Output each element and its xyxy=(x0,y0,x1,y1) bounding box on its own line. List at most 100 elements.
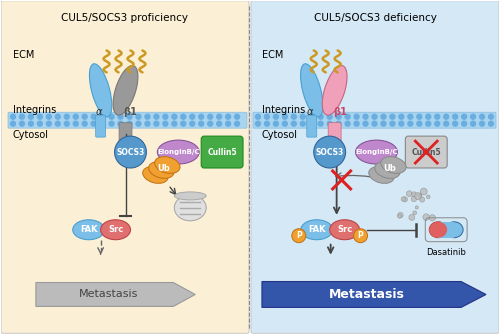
Circle shape xyxy=(171,114,177,120)
Circle shape xyxy=(46,114,52,120)
Circle shape xyxy=(488,121,494,127)
Circle shape xyxy=(479,114,485,120)
Ellipse shape xyxy=(90,64,112,117)
Circle shape xyxy=(470,121,476,127)
Circle shape xyxy=(114,136,146,168)
Circle shape xyxy=(452,121,458,127)
Circle shape xyxy=(412,192,416,197)
Circle shape xyxy=(264,121,270,127)
Text: β1: β1 xyxy=(124,107,138,117)
Ellipse shape xyxy=(158,140,199,164)
Text: Src: Src xyxy=(337,225,352,234)
Circle shape xyxy=(380,114,386,120)
Circle shape xyxy=(290,121,297,127)
Circle shape xyxy=(282,121,288,127)
Circle shape xyxy=(418,193,422,197)
Text: Cullin5: Cullin5 xyxy=(208,147,237,156)
Circle shape xyxy=(398,212,403,218)
Ellipse shape xyxy=(445,222,463,238)
FancyBboxPatch shape xyxy=(8,112,247,128)
Circle shape xyxy=(282,114,288,120)
Ellipse shape xyxy=(154,157,180,174)
Circle shape xyxy=(28,114,34,120)
Circle shape xyxy=(336,121,342,127)
FancyArrow shape xyxy=(36,282,195,307)
Text: Cullin5: Cullin5 xyxy=(412,147,441,156)
Circle shape xyxy=(308,114,315,120)
Ellipse shape xyxy=(301,220,332,240)
Circle shape xyxy=(118,114,124,120)
Circle shape xyxy=(423,214,430,220)
Circle shape xyxy=(413,211,416,215)
Circle shape xyxy=(314,136,346,168)
Circle shape xyxy=(398,214,402,218)
Text: FAK: FAK xyxy=(308,225,326,234)
Circle shape xyxy=(470,114,476,120)
Text: ElonginB/C: ElonginB/C xyxy=(157,149,200,155)
Circle shape xyxy=(434,121,440,127)
Circle shape xyxy=(82,114,88,120)
Text: ElonginB/C: ElonginB/C xyxy=(355,149,398,155)
Text: Integrins: Integrins xyxy=(13,105,56,115)
FancyBboxPatch shape xyxy=(201,136,243,168)
Circle shape xyxy=(108,121,115,127)
Circle shape xyxy=(290,114,297,120)
Circle shape xyxy=(126,121,132,127)
Text: Integrins: Integrins xyxy=(262,105,305,115)
Circle shape xyxy=(411,196,416,202)
Circle shape xyxy=(100,114,106,120)
Circle shape xyxy=(108,114,115,120)
Circle shape xyxy=(292,229,306,243)
Circle shape xyxy=(162,114,168,120)
Ellipse shape xyxy=(322,66,347,115)
Circle shape xyxy=(255,121,261,127)
Circle shape xyxy=(153,121,160,127)
Ellipse shape xyxy=(174,195,206,221)
Circle shape xyxy=(180,114,186,120)
Text: P: P xyxy=(296,231,302,240)
Circle shape xyxy=(354,114,360,120)
Circle shape xyxy=(36,114,43,120)
Text: CUL5/SOCS3 proficiency: CUL5/SOCS3 proficiency xyxy=(61,13,188,23)
Circle shape xyxy=(171,121,177,127)
Circle shape xyxy=(398,121,404,127)
Ellipse shape xyxy=(375,161,400,178)
FancyBboxPatch shape xyxy=(1,1,249,333)
Circle shape xyxy=(416,114,422,120)
Circle shape xyxy=(415,206,418,209)
FancyBboxPatch shape xyxy=(96,115,106,137)
Circle shape xyxy=(380,121,386,127)
Circle shape xyxy=(272,114,279,120)
Ellipse shape xyxy=(300,64,323,117)
Circle shape xyxy=(189,121,196,127)
Circle shape xyxy=(136,114,141,120)
Text: P: P xyxy=(358,231,364,240)
Text: Ub: Ub xyxy=(157,164,170,174)
Circle shape xyxy=(326,114,333,120)
FancyBboxPatch shape xyxy=(119,123,132,155)
Circle shape xyxy=(389,121,396,127)
Circle shape xyxy=(207,121,214,127)
FancyBboxPatch shape xyxy=(253,112,496,128)
Text: Metastasis: Metastasis xyxy=(79,289,138,299)
Circle shape xyxy=(234,121,240,127)
FancyBboxPatch shape xyxy=(307,115,316,137)
Circle shape xyxy=(354,121,360,127)
Circle shape xyxy=(19,121,25,127)
Ellipse shape xyxy=(369,166,394,183)
Circle shape xyxy=(144,121,150,127)
Circle shape xyxy=(225,114,232,120)
Circle shape xyxy=(398,114,404,120)
Circle shape xyxy=(136,121,141,127)
Circle shape xyxy=(452,114,458,120)
Text: Cytosol: Cytosol xyxy=(262,130,298,140)
Circle shape xyxy=(362,114,368,120)
Circle shape xyxy=(198,121,204,127)
Circle shape xyxy=(189,114,196,120)
Text: Dasatinib: Dasatinib xyxy=(426,248,466,257)
Ellipse shape xyxy=(430,222,447,238)
Circle shape xyxy=(416,121,422,127)
Circle shape xyxy=(144,114,150,120)
Circle shape xyxy=(180,121,186,127)
Bar xyxy=(438,222,454,238)
